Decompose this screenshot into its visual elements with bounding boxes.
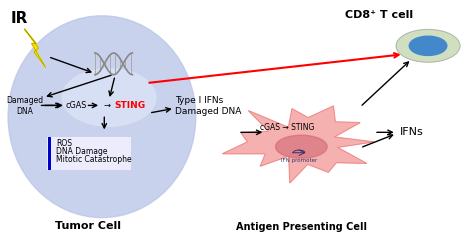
- Text: →: →: [104, 101, 114, 110]
- Ellipse shape: [275, 135, 327, 158]
- Text: DNA Damage: DNA Damage: [56, 147, 108, 156]
- Circle shape: [409, 36, 447, 55]
- Text: IFN promoter: IFN promoter: [281, 157, 317, 163]
- Text: CD8⁺ T cell: CD8⁺ T cell: [345, 10, 413, 20]
- Ellipse shape: [62, 69, 156, 126]
- Text: cGAS → STING: cGAS → STING: [260, 123, 314, 132]
- Text: Type I IFNs
Damaged DNA: Type I IFNs Damaged DNA: [175, 96, 241, 116]
- Text: cGAS: cGAS: [65, 101, 87, 110]
- Text: ROS: ROS: [56, 139, 72, 148]
- FancyBboxPatch shape: [47, 137, 131, 170]
- Text: IFNs: IFNs: [400, 127, 424, 137]
- Circle shape: [396, 29, 460, 62]
- Polygon shape: [25, 29, 46, 68]
- Text: Tumor Cell: Tumor Cell: [55, 221, 121, 231]
- Ellipse shape: [8, 16, 196, 217]
- Text: IR: IR: [10, 11, 28, 26]
- Text: Mitotic Catastrophe: Mitotic Catastrophe: [56, 155, 132, 164]
- Bar: [48, 137, 51, 170]
- Text: Antigen Presenting Cell: Antigen Presenting Cell: [236, 223, 367, 233]
- Polygon shape: [223, 106, 374, 183]
- Text: STING: STING: [115, 101, 146, 110]
- Text: Damaged
DNA: Damaged DNA: [6, 96, 43, 116]
